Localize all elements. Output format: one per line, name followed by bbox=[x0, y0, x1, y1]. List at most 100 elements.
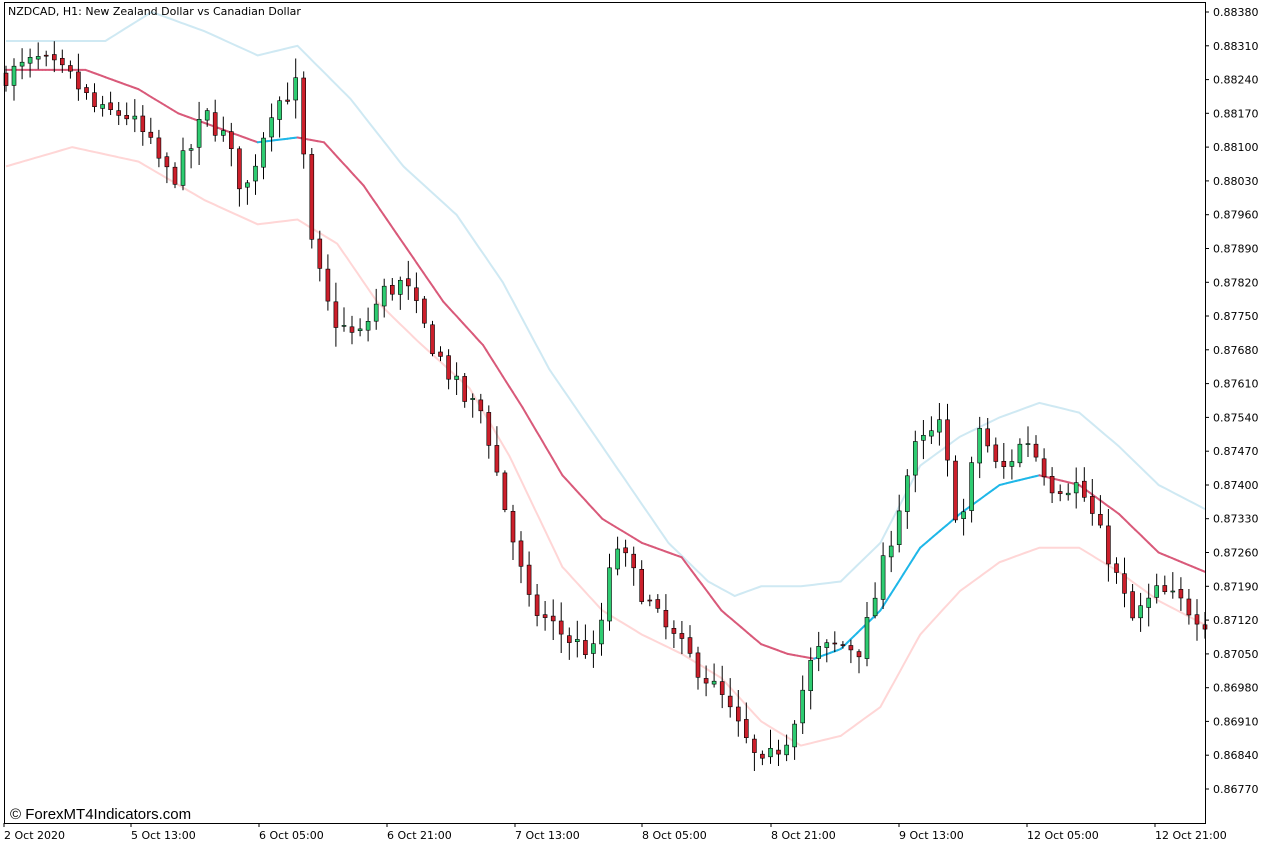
bear-candle-body bbox=[663, 609, 669, 628]
candle bbox=[454, 362, 459, 395]
bull-candle-body bbox=[261, 137, 266, 168]
candle bbox=[1082, 467, 1087, 502]
bull-candle-body bbox=[293, 77, 299, 101]
middle-line-segment bbox=[1200, 569, 1206, 573]
candle bbox=[212, 99, 218, 142]
bear-candle-body bbox=[583, 640, 588, 656]
bull-candle-body bbox=[357, 328, 363, 331]
bear-candle-body bbox=[1194, 614, 1200, 625]
bear-candle-body bbox=[237, 148, 242, 190]
candle bbox=[912, 430, 918, 493]
bear-candle-body bbox=[349, 326, 355, 333]
candle bbox=[365, 307, 371, 342]
lower-band-line bbox=[5, 146, 1206, 747]
candle bbox=[977, 416, 983, 479]
price-tick-label: 0.87470 bbox=[1213, 445, 1259, 458]
candle bbox=[237, 146, 242, 207]
candle bbox=[816, 631, 822, 672]
bull-candle-body bbox=[937, 419, 942, 433]
candle bbox=[1178, 577, 1184, 611]
bull-candle-body bbox=[615, 548, 620, 570]
price-tick-label: 0.86980 bbox=[1213, 682, 1259, 695]
bull-candle-body bbox=[880, 555, 886, 600]
middle-line-segment bbox=[485, 349, 491, 357]
bull-candle-body bbox=[221, 130, 226, 136]
bear-candle-body bbox=[518, 540, 524, 567]
bull-candle-body bbox=[27, 56, 33, 64]
bear-candle-body bbox=[542, 614, 548, 618]
candle bbox=[397, 276, 403, 310]
candle bbox=[711, 663, 717, 688]
candle bbox=[937, 403, 942, 446]
bear-candle-body bbox=[1114, 563, 1119, 573]
middle-line-segment bbox=[899, 572, 905, 581]
middle-line-segment bbox=[491, 359, 498, 367]
bull-candle-body bbox=[977, 428, 983, 464]
candle bbox=[792, 720, 797, 760]
candle bbox=[945, 403, 950, 477]
candle bbox=[333, 282, 339, 347]
candle bbox=[124, 102, 129, 126]
candle bbox=[1001, 443, 1007, 479]
candle bbox=[156, 129, 162, 168]
plot-frame bbox=[4, 2, 1206, 824]
candle bbox=[478, 393, 484, 424]
candle bbox=[583, 624, 588, 659]
price-axis: 0.88380 0.88310 0.88240 0.88170 0.88100 0.880… bbox=[1205, 6, 1259, 796]
bull-candle-body bbox=[816, 645, 822, 659]
candles-layer bbox=[3, 41, 1208, 771]
bear-candle-body bbox=[124, 115, 129, 120]
candle bbox=[405, 260, 411, 300]
candle bbox=[566, 627, 572, 660]
candle bbox=[486, 405, 492, 459]
bull-candle-body bbox=[1154, 585, 1159, 598]
candle bbox=[848, 639, 854, 664]
bear-candle-body bbox=[1178, 588, 1184, 599]
bear-candle-body bbox=[1033, 443, 1039, 458]
candle bbox=[872, 582, 878, 619]
bear-candle-body bbox=[832, 642, 838, 645]
bear-candle-body bbox=[172, 166, 178, 185]
candle bbox=[864, 602, 870, 667]
time-tick-label: 6 Oct 21:00 bbox=[387, 829, 452, 842]
chart-title: NZDCAD, H1: New Zealand Dollar vs Canadi… bbox=[8, 5, 301, 18]
candle bbox=[470, 393, 476, 418]
candle bbox=[76, 53, 81, 101]
candle bbox=[68, 60, 73, 79]
candle bbox=[221, 116, 226, 142]
price-tick-label: 0.87540 bbox=[1213, 411, 1259, 424]
candle bbox=[1041, 448, 1047, 486]
time-tick-label: 8 Oct 05:00 bbox=[642, 829, 707, 842]
candle bbox=[510, 504, 516, 560]
candle bbox=[285, 82, 290, 105]
time-tick-label: 6 Oct 05:00 bbox=[259, 829, 324, 842]
candle bbox=[1146, 583, 1151, 627]
candle bbox=[301, 71, 307, 169]
candle bbox=[1073, 467, 1079, 509]
candle bbox=[502, 470, 508, 513]
bull-candle-body bbox=[253, 165, 258, 182]
middle-line-segment bbox=[501, 375, 508, 383]
bull-candle-body bbox=[961, 511, 966, 519]
candle bbox=[446, 349, 451, 390]
candle bbox=[140, 105, 146, 146]
middle-line-segment bbox=[538, 434, 544, 443]
bear-candle-body bbox=[840, 644, 846, 646]
candle bbox=[615, 536, 620, 576]
candle bbox=[784, 734, 789, 762]
candle bbox=[961, 498, 966, 536]
candle bbox=[574, 620, 580, 658]
bull-candle-body bbox=[11, 65, 17, 86]
candle bbox=[752, 734, 757, 771]
candle bbox=[253, 154, 258, 195]
bull-candle-body bbox=[132, 115, 138, 120]
bear-candle-body bbox=[1186, 598, 1192, 616]
bear-candle-body bbox=[534, 594, 540, 616]
bull-candle-body bbox=[341, 325, 347, 327]
bear-candle-body bbox=[389, 284, 395, 295]
candle bbox=[245, 180, 250, 205]
bull-candle-body bbox=[365, 320, 371, 331]
time-axis: 2 Oct 2020 5 Oct 13:00 6 Oct 05:00 6 Oct 21… bbox=[3, 823, 1227, 842]
price-tick-label: 0.87050 bbox=[1213, 648, 1259, 661]
